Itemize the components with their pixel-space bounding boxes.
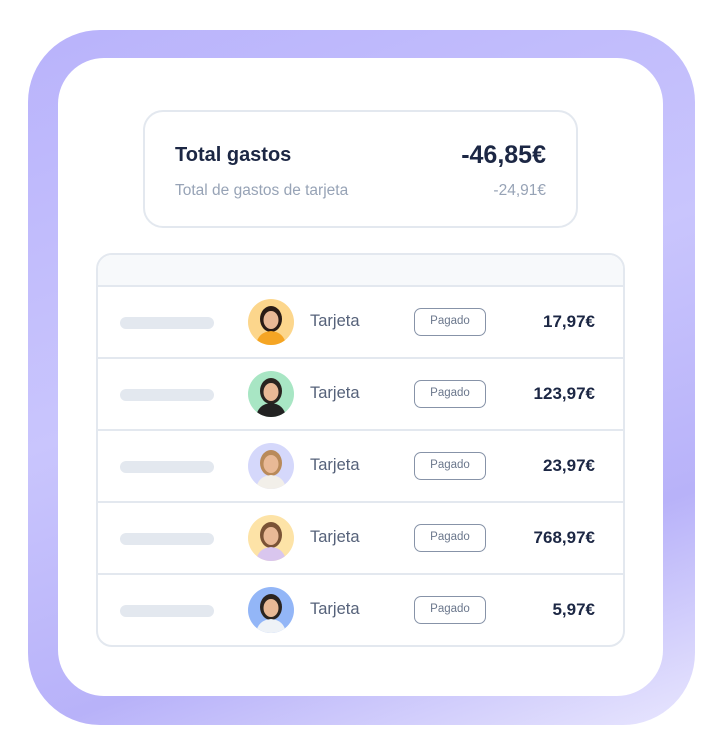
payment-method: Tarjeta [310,528,360,546]
person-icon [256,522,286,561]
status-badge: Pagado [414,308,486,336]
summary-total: -46,85€ [461,141,546,169]
table-row[interactable]: Tarjeta Pagado 123,97€ [98,359,623,431]
payment-method: Tarjeta [310,312,360,330]
payment-method: Tarjeta [310,600,360,618]
status-badge: Pagado [414,380,486,408]
status-badge: Pagado [414,524,486,552]
amount: 5,97€ [552,600,595,619]
avatar [248,443,294,489]
amount: 23,97€ [543,456,595,475]
summary-title: Total gastos [175,144,292,166]
person-icon [256,450,286,489]
table-row[interactable]: Tarjeta Pagado 5,97€ [98,575,623,645]
placeholder-bar [120,317,214,329]
placeholder-bar [120,389,214,401]
person-icon [256,306,286,345]
placeholder-bar [120,533,214,545]
table-row[interactable]: Tarjeta Pagado 17,97€ [98,287,623,359]
table-row[interactable]: Tarjeta Pagado 768,97€ [98,503,623,575]
avatar [248,371,294,417]
payment-method: Tarjeta [310,384,360,402]
avatar [248,587,294,633]
payment-method: Tarjeta [310,456,360,474]
expense-summary-card: Total gastos -46,85€ Total de gastos de … [143,110,578,228]
status-badge: Pagado [414,452,486,480]
table-header [98,255,623,287]
amount: 768,97€ [533,528,595,547]
person-icon [256,594,286,633]
amount: 17,97€ [543,312,595,331]
table-row[interactable]: Tarjeta Pagado 23,97€ [98,431,623,503]
avatar [248,515,294,561]
person-icon [256,378,286,417]
placeholder-bar [120,461,214,473]
amount: 123,97€ [533,384,595,403]
summary-subtotal: -24,91€ [493,182,546,199]
summary-subtitle: Total de gastos de tarjeta [175,182,349,199]
avatar [248,299,294,345]
expenses-table: Tarjeta Pagado 17,97€ Tarjeta Pagado 123… [96,253,625,647]
status-badge: Pagado [414,596,486,624]
placeholder-bar [120,605,214,617]
